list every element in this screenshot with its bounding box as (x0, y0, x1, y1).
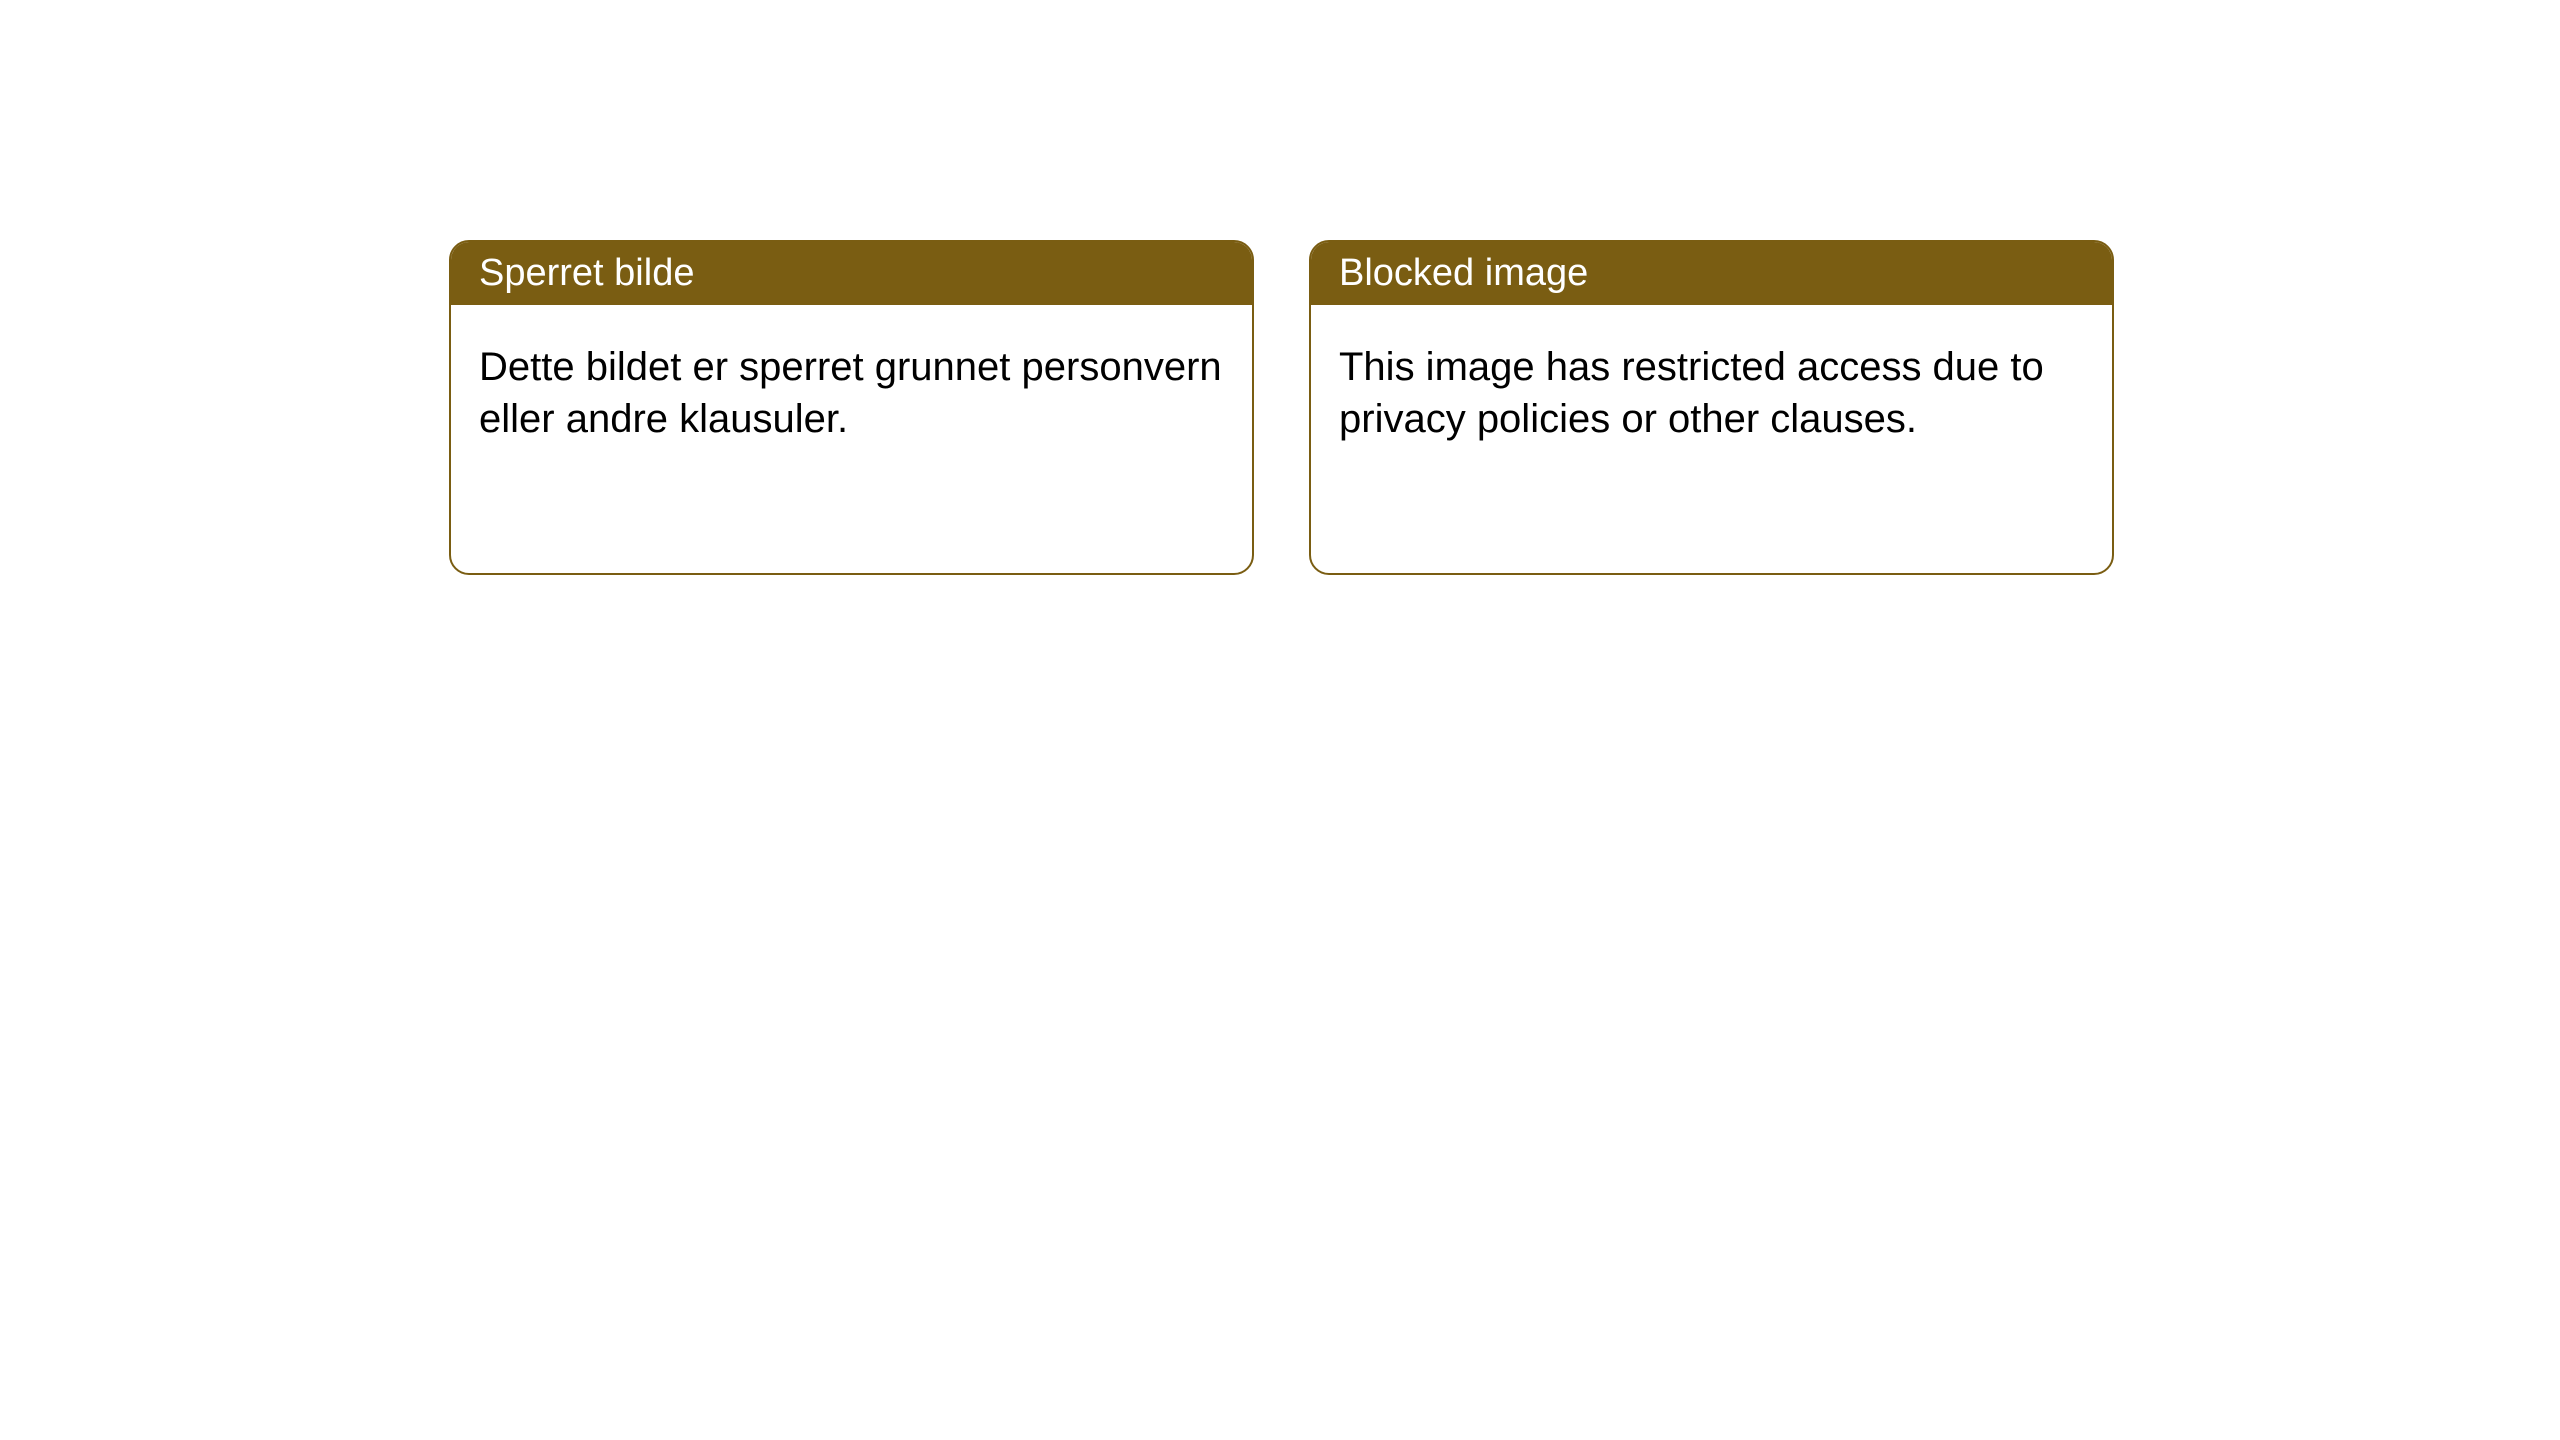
notice-card-english: Blocked image This image has restricted … (1309, 240, 2114, 575)
notice-message: Dette bildet er sperret grunnet personve… (479, 345, 1222, 441)
notice-header-norwegian: Sperret bilde (451, 242, 1252, 305)
notice-body-english: This image has restricted access due to … (1311, 305, 2112, 481)
notice-title: Blocked image (1339, 252, 1588, 294)
notice-body-norwegian: Dette bildet er sperret grunnet personve… (451, 305, 1252, 481)
notice-card-norwegian: Sperret bilde Dette bildet er sperret gr… (449, 240, 1254, 575)
notice-message: This image has restricted access due to … (1339, 345, 2044, 441)
notice-header-english: Blocked image (1311, 242, 2112, 305)
notice-container: Sperret bilde Dette bildet er sperret gr… (449, 240, 2114, 575)
notice-title: Sperret bilde (479, 252, 694, 294)
